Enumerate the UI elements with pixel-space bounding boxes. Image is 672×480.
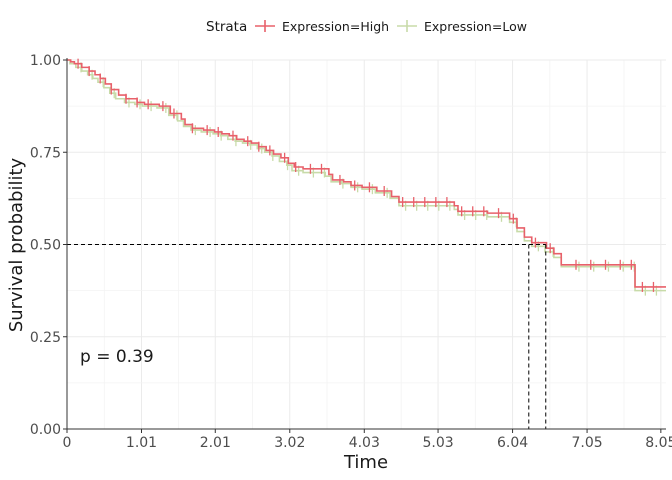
y-axis-title: Survival probability <box>6 157 27 332</box>
x-tick-label: 7.05 <box>571 435 602 451</box>
legend: Strata Expression=High Expression=Low <box>206 19 527 35</box>
legend-title: Strata <box>206 19 247 35</box>
x-tick-label: 6.04 <box>497 435 528 451</box>
legend-item-low: Expression=Low <box>397 19 527 34</box>
x-tick-label: 8.05 <box>645 435 672 451</box>
series-high <box>67 58 666 292</box>
legend-item-high: Expression=High <box>255 19 389 34</box>
legend-label-low: Expression=Low <box>424 19 527 34</box>
series-layer <box>67 58 666 296</box>
legend-label-high: Expression=High <box>282 19 389 34</box>
survival-curve-high <box>67 59 666 288</box>
x-axis-title: Time <box>343 452 388 473</box>
survival-curve-low <box>67 59 666 292</box>
y-tick-label: 0.50 <box>30 238 61 254</box>
x-tick-label: 3.02 <box>274 435 305 451</box>
grid <box>66 59 666 430</box>
y-tick-label: 1.00 <box>30 53 61 69</box>
p-value-annotation: p = 0.39 <box>80 347 154 367</box>
y-tick-label: 0.25 <box>30 330 61 346</box>
y-tick-label: 0.00 <box>30 422 61 438</box>
x-tick-label: 1.01 <box>126 435 157 451</box>
x-tick-label: 2.01 <box>200 435 231 451</box>
median-lines <box>67 244 547 429</box>
x-tick-label: 0 <box>63 435 72 451</box>
axes: 0 1.01 2.01 3.02 4.03 5.03 6.04 7.05 8.05 0.00 0.2… <box>30 53 672 451</box>
x-tick-label: 5.03 <box>422 435 453 451</box>
y-tick-label: 0.75 <box>30 145 61 161</box>
x-tick-label: 4.03 <box>349 435 380 451</box>
